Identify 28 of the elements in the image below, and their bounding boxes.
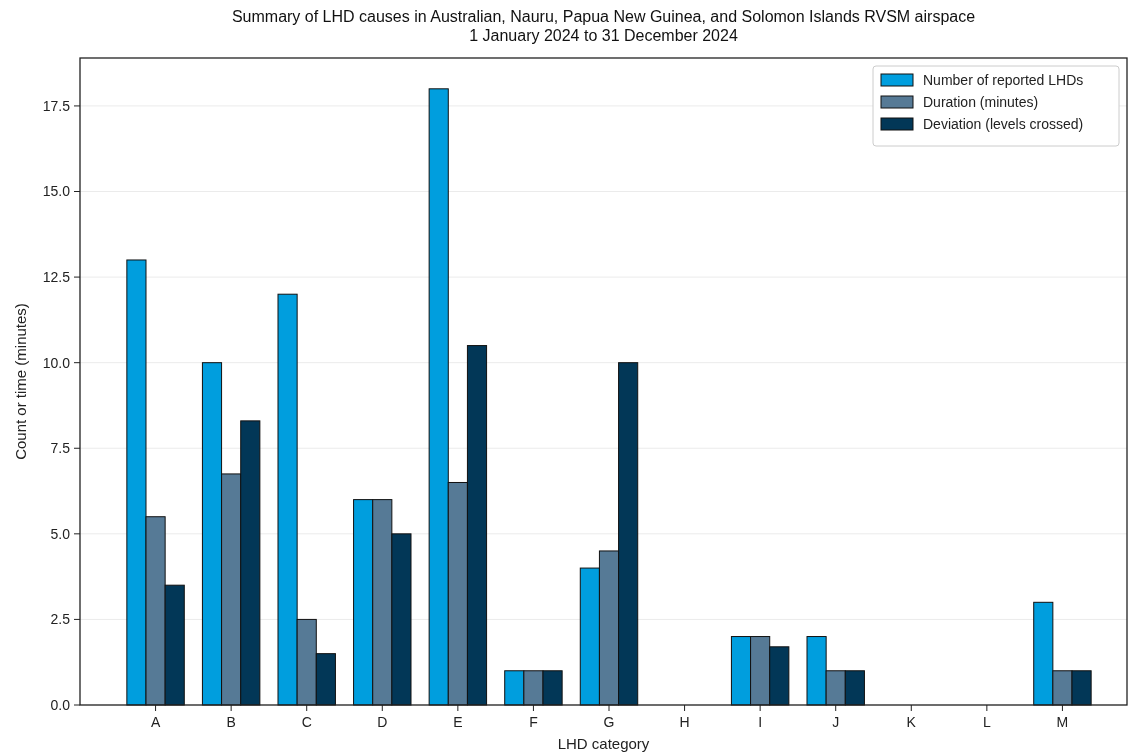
legend-label: Duration (minutes) [923, 93, 1039, 110]
legend-label: Number of reported LHDs [923, 71, 1084, 88]
legend-label: Deviation (levels crossed) [923, 115, 1084, 132]
x-tick-label: K [906, 714, 917, 730]
x-tick-label: B [226, 714, 236, 730]
x-tick-label: L [982, 714, 991, 730]
y-tick-label: 2.5 [50, 611, 71, 628]
x-tick-label: H [679, 714, 690, 730]
x-tick-label: A [150, 714, 161, 730]
x-tick-label: D [377, 714, 388, 730]
chart-title: Summary of LHD causes in Australian, Nauru, Papua New Guinea, and Solomon Islands RVSM airspace [231, 8, 976, 25]
y-tick-label: 12.5 [42, 268, 71, 285]
chart-subtitle: 1 January 2024 to 31 December 2024 [469, 27, 738, 44]
x-tick-label: J [832, 714, 840, 730]
x-tick-label: M [1056, 714, 1069, 730]
x-tick-label: G [603, 714, 615, 730]
x-tick-label: C [301, 714, 312, 730]
y-tick-label: 17.5 [42, 97, 71, 114]
x-tick-label: E [453, 714, 463, 730]
y-tick-label: 0.0 [50, 696, 71, 713]
x-tick-label: F [529, 714, 538, 730]
y-tick-label: 5.0 [50, 525, 71, 542]
x-axis-title: LHD category [557, 735, 650, 752]
y-tick-label: 10.0 [42, 354, 71, 371]
x-tick-label: I [758, 714, 763, 730]
y-tick-label: 15.0 [42, 183, 71, 200]
y-axis-title: Count or time (minutes) [12, 303, 29, 460]
y-tick-label: 7.5 [50, 440, 71, 457]
